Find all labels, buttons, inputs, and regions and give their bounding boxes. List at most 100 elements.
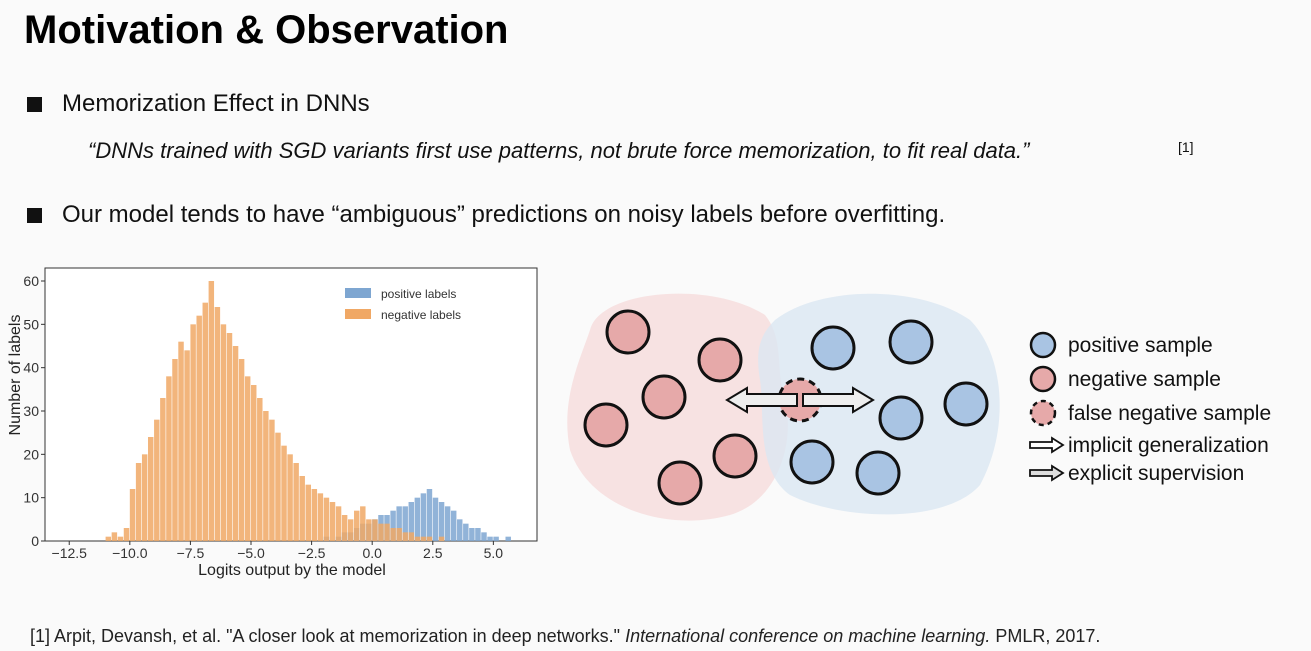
histogram-bar: [378, 523, 384, 541]
histogram-bar: [208, 281, 215, 541]
legend-label: implicit generalization: [1068, 434, 1269, 457]
x-tick-label: −5.0: [237, 545, 265, 561]
histogram-bar: [366, 519, 372, 541]
histogram-bar: [438, 502, 445, 541]
histogram-bar: [220, 324, 227, 541]
x-tick-label: 0.0: [362, 545, 382, 561]
histogram-bar: [426, 489, 433, 541]
histogram-bar: [202, 302, 208, 541]
x-tick-label: −12.5: [52, 545, 88, 561]
histogram-bar: [463, 523, 469, 541]
histogram-bar: [354, 510, 360, 541]
histogram-bar: [299, 476, 305, 541]
positive-sample: [888, 319, 934, 365]
y-tick-label: 60: [23, 273, 39, 289]
histogram-bar: [432, 497, 439, 541]
x-axis-label: Logits output by the model: [198, 562, 386, 579]
positive-sample: [855, 450, 901, 496]
slide-title: Motivation & Observation: [24, 8, 509, 52]
histogram-bar: [408, 502, 415, 541]
histogram-bar: [141, 454, 148, 541]
y-tick-label: 40: [23, 360, 39, 376]
histogram: Number of labels Logits output by the mo…: [7, 267, 538, 579]
negative-sample: [657, 460, 703, 506]
footnote-venue: International conference on machine lear…: [625, 626, 991, 646]
histogram-bar: [402, 506, 408, 541]
histogram-bar: [135, 463, 142, 541]
negative-samples: [583, 309, 758, 506]
legend-label: explicit supervision: [1068, 462, 1244, 485]
x-tick-label: 5.0: [484, 545, 504, 561]
histogram-bar: [469, 528, 475, 541]
histogram-bar: [244, 376, 251, 541]
negative-sample: [641, 374, 687, 420]
legend-swatch: [345, 288, 371, 298]
histogram-bar: [154, 419, 160, 541]
reference: [1]: [1178, 139, 1194, 155]
histogram-bar: [129, 489, 136, 541]
diagram-legend: positive sample negative sample false ne…: [1029, 331, 1271, 485]
histogram-bar: [269, 419, 275, 541]
histogram-bar: [226, 333, 233, 541]
positive-sample: [878, 395, 924, 441]
positive-samples: [789, 319, 989, 496]
legend-swatch: [345, 309, 371, 319]
positive-sample: [789, 439, 835, 485]
histogram-bar: [414, 536, 421, 541]
y-axis-label: Number of labels: [7, 315, 24, 436]
negative-sample: [712, 433, 758, 479]
histogram-bar: [317, 493, 324, 541]
footnote: [1] Arpit, Devansh, et al. "A closer loo…: [30, 626, 1100, 647]
histogram-bar: [287, 454, 293, 541]
histogram-bar: [329, 502, 336, 541]
histogram-bar: [178, 341, 184, 541]
x-tick-label: −10.0: [112, 545, 148, 561]
histogram-bar: [148, 437, 154, 541]
footnote-text: [1] Arpit, Devansh, et al. "A closer loo…: [30, 626, 621, 646]
histogram-bar: [341, 515, 348, 541]
y-tick-label: 50: [23, 316, 39, 332]
histogram-bar: [402, 532, 408, 541]
histogram-bar: [408, 532, 415, 541]
histogram-bar: [190, 324, 196, 541]
histogram-bar: [214, 307, 221, 541]
histogram-bar: [444, 506, 451, 541]
legend-label: positive labels: [381, 287, 456, 301]
histogram-bar: [457, 519, 463, 541]
positive-sample: [810, 325, 856, 371]
y-tick-label: 10: [23, 490, 39, 506]
histogram-bar: [232, 346, 239, 541]
x-tick-label: 2.5: [423, 545, 443, 561]
bullet: Our model tends to have “ambiguous” pred…: [62, 201, 946, 228]
histogram-bar: [390, 528, 396, 541]
histogram-bar: [263, 411, 269, 541]
histogram-bar: [305, 484, 312, 541]
legend-swatch: [1029, 464, 1065, 482]
legend-swatch: [1029, 399, 1057, 427]
y-tick-label: 20: [23, 446, 39, 462]
negative-sample: [605, 309, 651, 355]
footnote-text: PMLR, 2017.: [995, 626, 1101, 646]
histogram-bar: [384, 523, 390, 541]
histogram-bar: [450, 510, 457, 541]
histogram-bar: [238, 359, 245, 541]
histogram-bar: [438, 536, 445, 541]
histogram-bar: [105, 536, 112, 541]
histogram-bar: [390, 510, 396, 541]
histogram-bar: [275, 432, 281, 541]
histogram-bar: [420, 536, 427, 541]
legend-label: negative labels: [381, 308, 461, 322]
histogram-bar: [166, 376, 172, 541]
bullet-marker: [27, 208, 42, 223]
legend-label: positive sample: [1068, 334, 1213, 357]
histogram-bar: [414, 497, 421, 541]
bullet: Memorization Effect in DNNs: [62, 90, 370, 117]
implicit-arrow: [802, 386, 875, 414]
quote: “DNNs trained with SGD variants first us…: [88, 138, 1030, 163]
histogram-bar: [123, 528, 130, 541]
legend-swatch: [1029, 365, 1057, 393]
x-tick-label: −7.5: [177, 545, 205, 561]
bullet-marker: [27, 97, 42, 112]
histogram-bar: [184, 350, 190, 541]
